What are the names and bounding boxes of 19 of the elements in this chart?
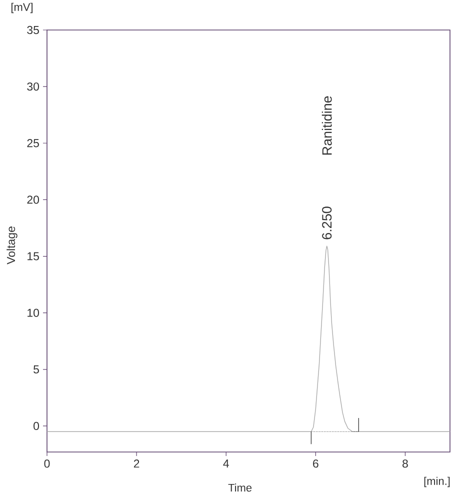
x-tick-label: 8 bbox=[402, 460, 408, 468]
y-tick-label: 25 bbox=[27, 139, 39, 148]
text: [mV] bbox=[11, 2, 33, 14]
y-tick-label: 20 bbox=[27, 196, 40, 204]
x-tick-label: 6 bbox=[313, 460, 318, 468]
annotation: Ranitidine bbox=[322, 96, 332, 155]
x-tick-label: 0 bbox=[44, 460, 50, 468]
text: [min.] bbox=[424, 476, 450, 488]
y-tick-label: 30 bbox=[27, 82, 40, 91]
annotation: 6.250 bbox=[322, 206, 332, 240]
y-tick-label: 10 bbox=[28, 308, 40, 317]
x-tick-label: 2 bbox=[134, 460, 140, 468]
y-tick-label: 35 bbox=[27, 26, 39, 34]
y-tick-label: 5 bbox=[34, 365, 39, 374]
x-tick-label: 4 bbox=[223, 460, 229, 468]
x-axis-title: Time bbox=[228, 484, 252, 492]
y-axis-title: Voltage bbox=[6, 226, 18, 264]
y-tick-label: 0 bbox=[34, 422, 40, 430]
y-tick-label: 15 bbox=[28, 252, 39, 260]
